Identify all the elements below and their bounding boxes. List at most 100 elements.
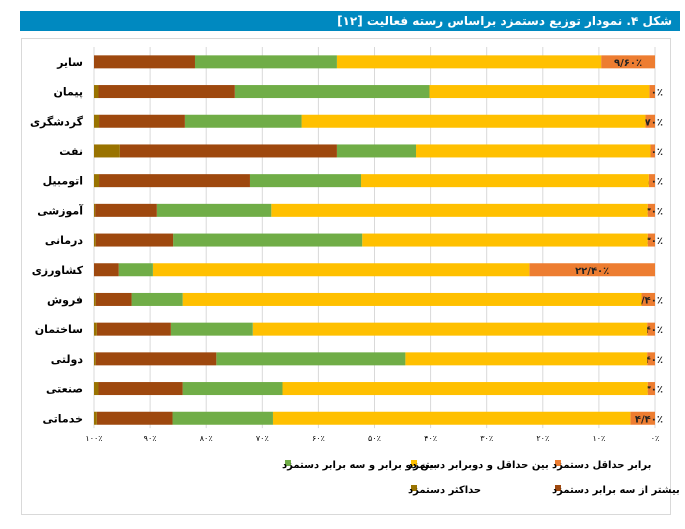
category-label: ساختمان <box>35 323 83 336</box>
bar-segment <box>98 382 183 396</box>
bar-segment <box>301 114 646 128</box>
x-tick-label: ۵٠٪ <box>368 434 381 443</box>
bar-segment <box>647 322 655 336</box>
data-label: ۱/۴۰٪ <box>635 325 663 336</box>
category-label: دولتی <box>51 353 84 366</box>
bar-segment <box>118 263 153 277</box>
bar-segment <box>647 203 655 217</box>
bar-segment <box>249 174 362 188</box>
bar-segment <box>95 203 157 217</box>
x-tick-label: ۴٠٪ <box>424 434 437 443</box>
bar-segment <box>182 292 642 306</box>
bar-segment <box>95 352 217 366</box>
bar-segment <box>182 382 283 396</box>
bar-segment <box>95 233 174 247</box>
legend-label: برابر حداقل دستمزد <box>552 460 651 471</box>
bar-segment <box>429 85 650 99</box>
bar-segment <box>173 233 363 247</box>
chart-frame <box>21 38 671 515</box>
x-tick-label: ٨٠٪ <box>200 434 213 443</box>
category-label: اتومبیل <box>43 175 83 188</box>
bar-segment <box>96 411 173 425</box>
bar-segment <box>630 411 655 425</box>
data-label: ۴/۴۰٪ <box>635 414 663 425</box>
bar-segment <box>405 352 648 366</box>
legend-label: حداکثر دستمزد <box>408 485 481 496</box>
figure-title: شکل ۴. نمودار توزیع دستمزد براساس رسته ف… <box>20 11 680 31</box>
bar-segment <box>94 263 119 277</box>
x-tick-label: ١٠٠٪ <box>85 434 102 443</box>
bar-segment <box>234 85 430 99</box>
bar-segment <box>649 85 655 99</box>
category-label: گردشگری <box>30 115 84 128</box>
category-label: پیمان <box>53 86 83 99</box>
bar-segment <box>650 144 655 158</box>
bar-segment <box>194 55 337 69</box>
bar-segment <box>94 352 96 366</box>
bar-segment <box>647 233 655 247</box>
bar-segment <box>170 322 253 336</box>
bar-segment <box>94 55 195 69</box>
legend-swatch <box>555 460 561 466</box>
category-label: آموزشی <box>37 203 83 217</box>
bar-segment <box>647 382 655 396</box>
bar-segment <box>648 174 655 188</box>
data-label: ۱/۳۰٪ <box>635 236 663 247</box>
data-label: ۱/۷۰٪ <box>635 117 663 128</box>
bar-segment <box>94 85 99 99</box>
x-tick-label: ٢٠٪ <box>536 434 549 443</box>
bar-segment <box>362 233 648 247</box>
bar-segment <box>282 382 648 396</box>
data-label: ۲۲/۴۰٪ <box>575 266 609 277</box>
data-label: ۱/۱۰٪ <box>635 177 663 188</box>
legend-swatch <box>285 460 291 466</box>
bar-segment <box>94 174 100 188</box>
bar-segment <box>336 55 602 69</box>
bar-segment <box>184 114 302 128</box>
bar-segment <box>156 203 272 217</box>
data-label: ۹/۶۰٪ <box>614 58 642 69</box>
bar-segment <box>94 114 100 128</box>
x-tick-label: ۶٠٪ <box>312 434 325 443</box>
bar-segment <box>94 382 99 396</box>
data-label: ۱/۳۰٪ <box>635 206 663 217</box>
bar-segment <box>94 203 96 217</box>
data-label: ۱/۴۰٪ <box>635 355 663 366</box>
bar-segment <box>272 411 631 425</box>
category-label: درمانی <box>45 234 84 247</box>
legend-label: بین دو برابر و سه برابر دستمزد <box>282 460 437 471</box>
x-tick-label: ٩٠٪ <box>144 434 157 443</box>
category-label: کشاورزی <box>32 264 84 277</box>
bar-segment <box>131 292 183 306</box>
bar-segment <box>641 292 655 306</box>
bar-segment <box>94 411 97 425</box>
bar-segment <box>645 114 655 128</box>
bar-segment <box>601 55 655 69</box>
bar-segment <box>119 144 337 158</box>
category-label: نفت <box>59 145 83 158</box>
bar-segment <box>94 233 96 247</box>
x-tick-label: ٧٠٪ <box>256 434 269 443</box>
x-tick-label: ١٠٪ <box>592 434 605 443</box>
legend-swatch <box>411 485 417 491</box>
bar-segment <box>529 263 655 277</box>
bar-segment <box>95 292 132 306</box>
bar-segment <box>172 411 273 425</box>
bar-segment <box>361 174 649 188</box>
legend-label: بیشتر از سه برابر دستمزد <box>552 485 680 496</box>
bar-segment <box>94 144 120 158</box>
x-tick-label: ٣٠٪ <box>480 434 493 443</box>
data-label: ۱/۳۰٪ <box>635 385 663 396</box>
bar-segment <box>94 292 96 306</box>
bar-segment <box>98 85 235 99</box>
legend-label: بین حداقل و دوبرابر دستمزد <box>408 460 549 471</box>
category-label: صنعتی <box>46 383 83 396</box>
category-label: خدماتی <box>43 412 83 425</box>
legend-swatch <box>555 485 561 491</box>
bar-segment <box>252 322 648 336</box>
bar-segment <box>99 174 250 188</box>
bar-segment <box>99 114 185 128</box>
data-label: ۲/۴۰٪ <box>635 295 663 306</box>
bar-segment <box>216 352 406 366</box>
